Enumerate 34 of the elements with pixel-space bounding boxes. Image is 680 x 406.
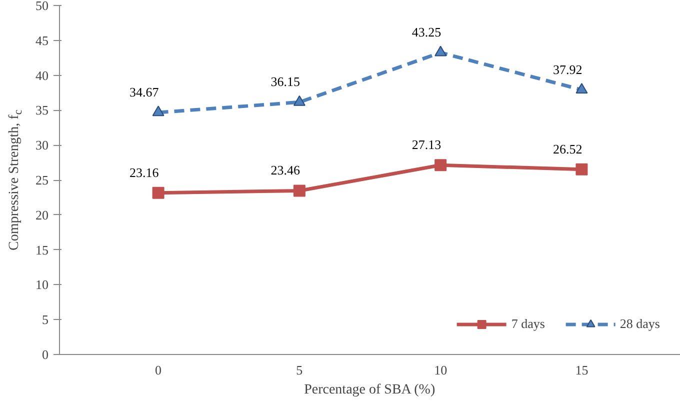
y-tick-label: 50 [36,0,48,13]
y-tick-label: 15 [36,242,48,258]
y-tick-label: 25 [36,172,48,188]
y-tick-label: 45 [36,32,48,48]
point [152,186,164,199]
x-tick-label: 15 [575,362,588,378]
y-tick-label: 0 [42,347,48,362]
point [434,159,447,172]
x-tick-label: 10 [434,362,448,378]
y-tick-label: 30 [36,138,48,153]
point [576,163,588,176]
point [152,106,164,116]
y-tick-label: 5 [42,312,48,328]
data-label: 23.16 [130,164,160,180]
data-label: 26.52 [552,141,582,156]
x-tick-label: 0 [155,362,162,378]
y-tick-label: 20 [36,207,48,222]
x-axis-title: Percentage of SBA (%) [304,382,436,398]
data-label: 23.46 [270,162,300,178]
data-label: 34.67 [130,84,160,100]
y-tick-label: 10 [36,277,48,292]
y-tick-label: 40 [36,68,48,83]
point [434,46,447,56]
point [293,184,306,197]
data-label: 37.92 [552,62,582,77]
y-tick-label: 35 [36,102,48,118]
x-tick-label: 5 [296,362,303,378]
data-label: 36.15 [270,74,300,90]
data-label: 27.13 [412,137,442,152]
point [293,95,306,106]
legend-label: 7 days [511,316,545,332]
point [576,82,588,94]
data-label: 43.25 [412,24,442,40]
legend-label: 28 days [620,316,660,332]
